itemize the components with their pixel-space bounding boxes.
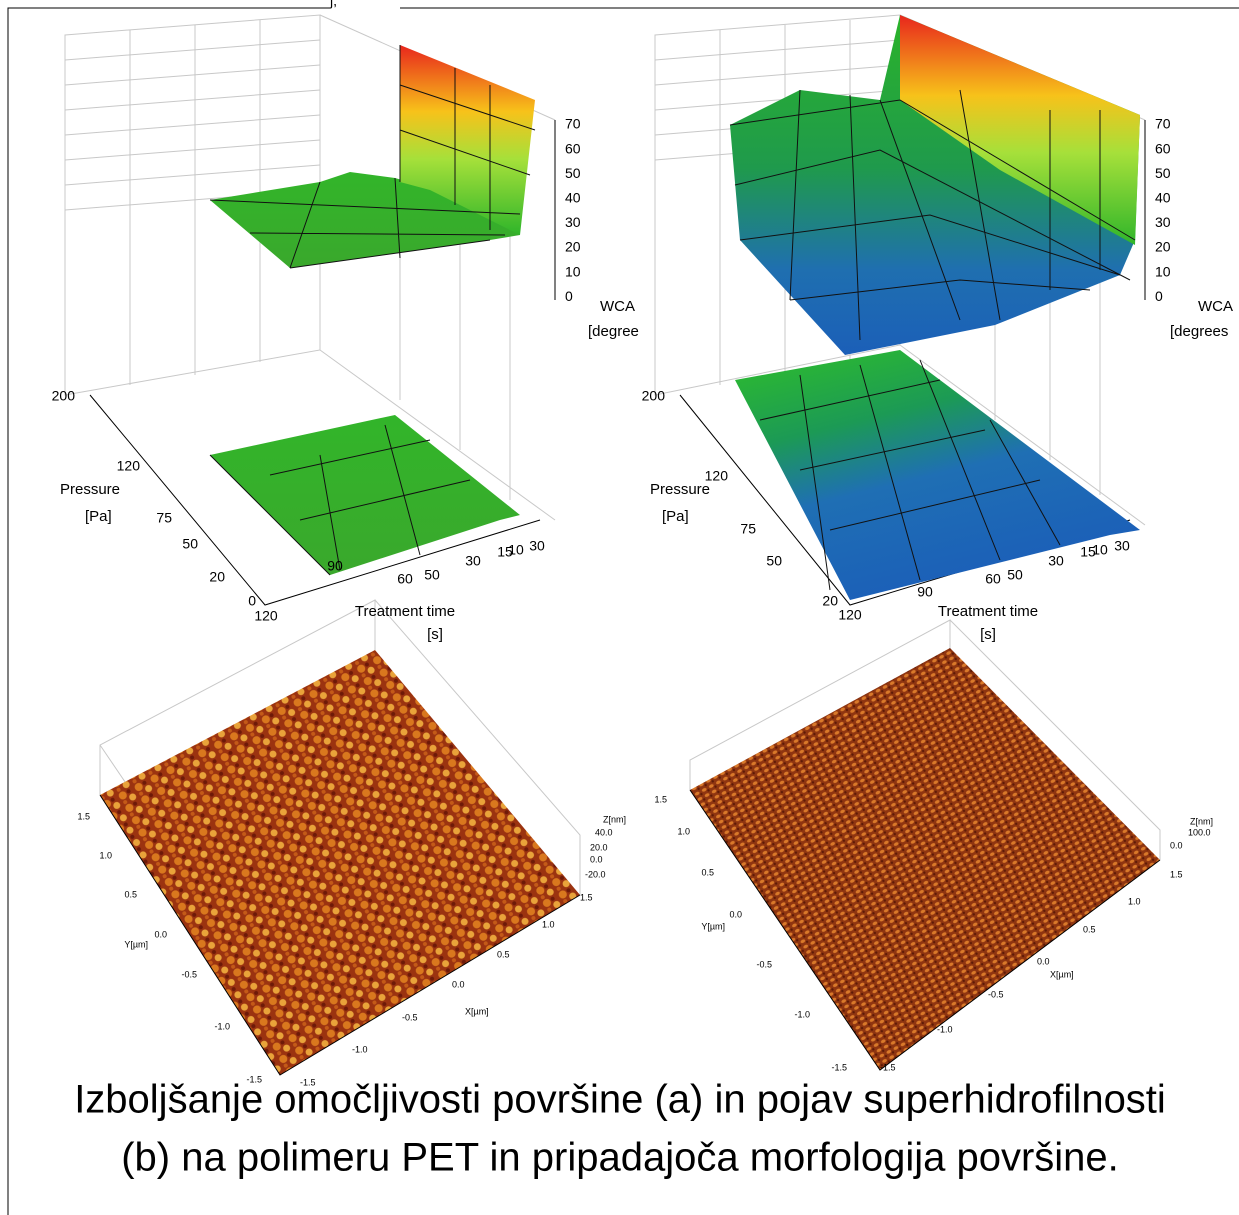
wca-tick-label: 0 bbox=[1155, 288, 1163, 304]
plot-a-surface bbox=[210, 45, 535, 575]
afm-z-label: Z[nm] bbox=[1190, 816, 1213, 826]
figure: j,706050403020100WCA[degree2001207550200… bbox=[0, 0, 1239, 1215]
time-tick-label: 50 bbox=[424, 567, 440, 583]
afm-x-tick-label: 1.0 bbox=[542, 919, 555, 929]
pressure-tick-label: 20 bbox=[209, 569, 225, 585]
time-label: Treatment time bbox=[355, 603, 455, 620]
wca-tick-label: 10 bbox=[565, 263, 581, 279]
pressure-tick-label: 200 bbox=[642, 388, 666, 404]
wca-label: [degrees bbox=[1170, 323, 1228, 340]
afm-y-tick-label: 1.5 bbox=[77, 811, 90, 821]
time-label: [s] bbox=[427, 626, 443, 643]
afm-x-tick-label: -1.0 bbox=[937, 1024, 953, 1034]
wca-tick-label: 50 bbox=[1155, 165, 1171, 181]
afm-y-label: Y[µm] bbox=[701, 921, 725, 931]
time-tick-label: 30 bbox=[529, 538, 545, 554]
time-tick-label: 60 bbox=[985, 571, 1001, 587]
wca-tick-label: 30 bbox=[1155, 214, 1171, 230]
afm-y-tick-label: 0.0 bbox=[729, 909, 742, 919]
pressure-label: [Pa] bbox=[662, 508, 689, 525]
time-tick-label: 120 bbox=[254, 608, 278, 624]
afm-z-tick-label: 0.0 bbox=[590, 854, 603, 864]
pressure-label: Pressure bbox=[650, 481, 710, 498]
afm-y-tick-label: 0.5 bbox=[701, 867, 714, 877]
afm-y-label: Y[µm] bbox=[124, 939, 148, 949]
afm-y-tick-label: 0.5 bbox=[124, 889, 137, 899]
afm-a bbox=[100, 600, 580, 1075]
time-tick-label: 120 bbox=[838, 607, 862, 623]
wca-tick-label: 30 bbox=[565, 214, 581, 230]
afm-x-tick-label: -1.0 bbox=[352, 1044, 368, 1054]
time-tick-label: 90 bbox=[327, 558, 343, 574]
wca-tick-label: 60 bbox=[565, 140, 581, 156]
afm-z-tick-label: 0.0 bbox=[1170, 840, 1183, 850]
caption-line: (b) na polimeru PET in pripadajoča morfo… bbox=[121, 1136, 1119, 1180]
wca-tick-label: 0 bbox=[565, 288, 573, 304]
afm-x-label: X[µm] bbox=[465, 1006, 489, 1016]
afm-y-tick-label: 1.0 bbox=[677, 826, 690, 836]
time-tick-label: 60 bbox=[397, 571, 413, 587]
afm-x-tick-label: 0.5 bbox=[1083, 924, 1096, 934]
pressure-label: Pressure bbox=[60, 481, 120, 498]
afm-y-tick-label: 1.5 bbox=[654, 794, 667, 804]
wca-tick-label: 20 bbox=[565, 239, 581, 255]
pressure-tick-label: 120 bbox=[117, 458, 141, 474]
pressure-tick-label: 20 bbox=[822, 593, 838, 609]
time-label: [s] bbox=[980, 626, 996, 643]
afm-b bbox=[690, 620, 1160, 1070]
time-tick-label: 50 bbox=[1007, 567, 1023, 583]
caption-line: Izboljšanje omočljivosti površine (a) in… bbox=[74, 1078, 1166, 1122]
afm-x-label: X[µm] bbox=[1050, 969, 1074, 979]
afm-x-tick-label: 0.0 bbox=[1037, 956, 1050, 966]
afm-z-label: Z[nm] bbox=[603, 814, 626, 824]
pressure-tick-label: 0 bbox=[248, 593, 256, 609]
afm-y-tick-label: -0.5 bbox=[756, 959, 772, 969]
wca-tick-label: 50 bbox=[565, 165, 581, 181]
time-tick-label: 10 bbox=[508, 542, 524, 558]
header-fragment: j, bbox=[329, 0, 337, 9]
afm-y-tick-label: -1.5 bbox=[831, 1062, 847, 1072]
pressure-tick-label: 50 bbox=[182, 536, 198, 552]
afm-x-tick-label: -0.5 bbox=[402, 1012, 418, 1022]
afm-z-tick-label: 100.0 bbox=[1188, 827, 1211, 837]
afm-x-tick-label: 1.5 bbox=[1170, 869, 1183, 879]
wca-tick-label: 20 bbox=[1155, 239, 1171, 255]
afm-x-tick-label: -1.5 bbox=[880, 1062, 896, 1072]
wca-tick-label: 40 bbox=[565, 190, 581, 206]
afm-z-tick-label: -20.0 bbox=[585, 869, 606, 879]
wca-label: WCA bbox=[600, 298, 635, 315]
pressure-tick-label: 50 bbox=[766, 553, 782, 569]
afm-y-tick-label: -1.0 bbox=[214, 1021, 230, 1031]
afm-y-tick-label: -0.5 bbox=[181, 969, 197, 979]
wca-tick-label: 70 bbox=[565, 116, 581, 132]
wca-tick-label: 60 bbox=[1155, 140, 1171, 156]
time-tick-label: 30 bbox=[465, 553, 481, 569]
time-tick-label: 10 bbox=[1092, 542, 1108, 558]
wca-tick-label: 40 bbox=[1155, 190, 1171, 206]
wca-label: [degree bbox=[588, 323, 639, 340]
pressure-tick-label: 75 bbox=[740, 521, 756, 537]
time-label: Treatment time bbox=[938, 603, 1038, 620]
afm-y-tick-label: 1.0 bbox=[99, 850, 112, 860]
wca-tick-label: 70 bbox=[1155, 116, 1171, 132]
afm-x-tick-label: 1.0 bbox=[1128, 896, 1141, 906]
afm-y-tick-label: 0.0 bbox=[154, 929, 167, 939]
afm-z-tick-label: 20.0 bbox=[590, 842, 608, 852]
pressure-label: [Pa] bbox=[85, 508, 112, 525]
plot-b-surface bbox=[730, 15, 1140, 600]
afm-x-tick-label: 0.0 bbox=[452, 979, 465, 989]
wca-label: WCA bbox=[1198, 298, 1233, 315]
afm-x-tick-label: -0.5 bbox=[988, 989, 1004, 999]
afm-x-tick-label: 1.5 bbox=[580, 892, 593, 902]
afm-y-tick-label: -1.0 bbox=[794, 1009, 810, 1019]
time-tick-label: 90 bbox=[917, 584, 933, 600]
wca-tick-label: 10 bbox=[1155, 263, 1171, 279]
time-tick-label: 30 bbox=[1114, 538, 1130, 554]
afm-x-tick-label: 0.5 bbox=[497, 949, 510, 959]
pressure-tick-label: 75 bbox=[156, 510, 172, 526]
pressure-tick-label: 200 bbox=[52, 388, 76, 404]
time-tick-label: 30 bbox=[1048, 553, 1064, 569]
afm-z-tick-label: 40.0 bbox=[595, 827, 613, 837]
